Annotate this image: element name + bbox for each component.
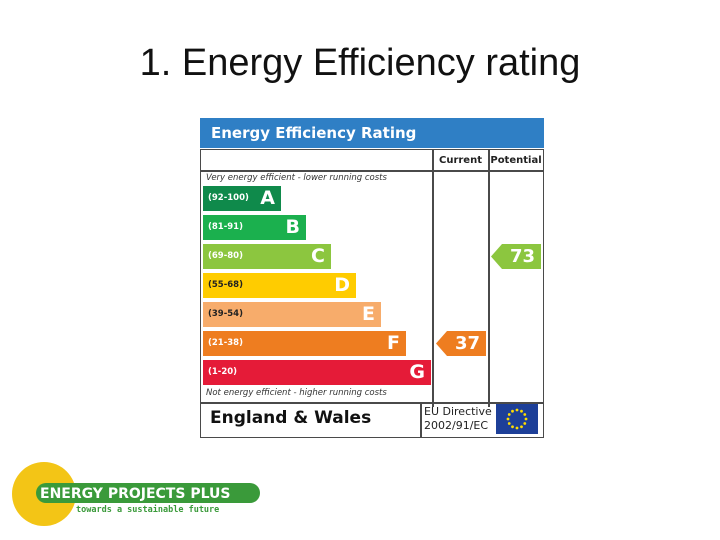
potential-column-divider xyxy=(488,149,490,407)
band-letter: A xyxy=(260,187,275,209)
band-e: (39-54) E xyxy=(203,302,381,327)
eu-directive-line1: EU Directive xyxy=(424,405,492,418)
band-range: (1-20) xyxy=(208,367,238,377)
eu-flag-icon xyxy=(496,404,538,434)
band-range: (55-68) xyxy=(208,280,243,290)
region-label: England & Wales xyxy=(210,408,372,428)
band-g: (1-20) G xyxy=(203,360,431,385)
band-range: (81-91) xyxy=(208,222,243,232)
potential-rating-arrow: 73 xyxy=(491,244,541,269)
band-letter: E xyxy=(362,303,375,325)
band-range: (39-54) xyxy=(208,309,243,319)
band-letter: B xyxy=(285,216,300,238)
slide-title: 1. Energy Efficiency rating xyxy=(139,42,581,84)
header-row-divider xyxy=(200,170,544,172)
logo-banner xyxy=(36,483,260,503)
current-rating-arrow: 37 xyxy=(436,331,486,356)
current-column-divider xyxy=(432,149,434,407)
band-c: (69-80) C xyxy=(203,244,331,269)
logo-tagline: towards a sustainable future xyxy=(76,504,219,515)
band-f: (21-38) F xyxy=(203,331,406,356)
eu-directive-line2: 2002/91/EC xyxy=(424,419,489,432)
band-letter: D xyxy=(334,274,350,296)
band-letter: C xyxy=(311,245,325,267)
energy-rating-chart: Energy Efficiency Rating Current Potenti… xyxy=(200,118,544,438)
band-d: (55-68) D xyxy=(203,273,356,298)
logo-name: ENERGY PROJECTS PLUS xyxy=(40,486,230,502)
band-range: (21-38) xyxy=(208,338,243,348)
current-rating-arrow-value: 37 xyxy=(454,333,480,354)
current-column-header: Current xyxy=(438,155,482,166)
band-range: (69-80) xyxy=(208,251,243,261)
band-b: (81-91) B xyxy=(203,215,306,240)
bottom-note: Not energy efficient - higher running co… xyxy=(206,388,387,398)
potential-rating-arrow-value: 73 xyxy=(509,246,535,267)
footer-column-divider xyxy=(420,402,422,438)
band-range: (92-100) xyxy=(208,193,249,203)
band-letter: F xyxy=(387,332,400,354)
band-letter: G xyxy=(409,361,425,383)
footer-divider xyxy=(200,402,544,404)
eu-directive: EU Directive 2002/91/EC xyxy=(424,405,492,433)
band-a: (92-100) A xyxy=(203,186,281,211)
energy-projects-plus-logo: ENERGY PROJECTS PLUS towards a sustainab… xyxy=(12,462,260,526)
chart-header: Energy Efficiency Rating xyxy=(200,118,544,148)
chart-frame xyxy=(200,149,544,438)
top-note: Very energy efficient - lower running co… xyxy=(206,173,387,183)
potential-column-header: Potential xyxy=(490,155,542,166)
